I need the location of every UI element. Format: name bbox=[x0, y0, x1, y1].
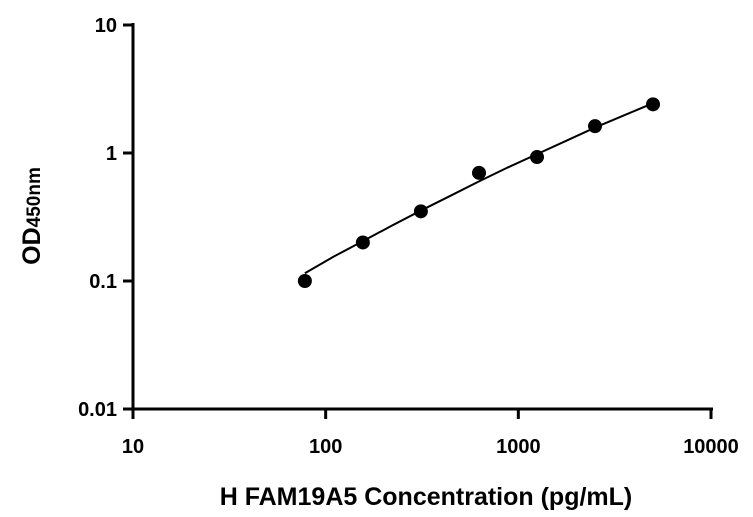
y-axis-title-sub: 450nm bbox=[24, 167, 45, 227]
y-axis-title: OD450nm bbox=[18, 167, 46, 265]
data-point bbox=[355, 235, 370, 250]
data-point bbox=[588, 119, 603, 134]
y-tick-label: 0.01 bbox=[78, 399, 117, 421]
data-point bbox=[413, 204, 428, 219]
x-axis-title: H FAM19A5 Concentration (pg/mL) bbox=[220, 483, 633, 511]
x-tick-label: 1000 bbox=[496, 436, 541, 458]
y-tick-label: 1 bbox=[106, 143, 117, 165]
y-axis-title-main: OD bbox=[18, 227, 46, 265]
axis-ticks bbox=[123, 23, 713, 419]
y-tick-label: 10 bbox=[95, 15, 117, 37]
data-point bbox=[472, 165, 487, 180]
data-point bbox=[646, 97, 661, 112]
x-tick-label: 100 bbox=[309, 436, 342, 458]
data-point bbox=[530, 150, 545, 165]
y-tick-label: 0.1 bbox=[89, 271, 117, 293]
x-tick-label: 10000 bbox=[683, 436, 739, 458]
x-tick-label: 10 bbox=[122, 436, 144, 458]
tick-labels: 0.01 0.1 1 10 10 100 1000 10000 bbox=[78, 15, 739, 458]
data-points bbox=[297, 97, 661, 288]
data-point bbox=[297, 274, 312, 288]
